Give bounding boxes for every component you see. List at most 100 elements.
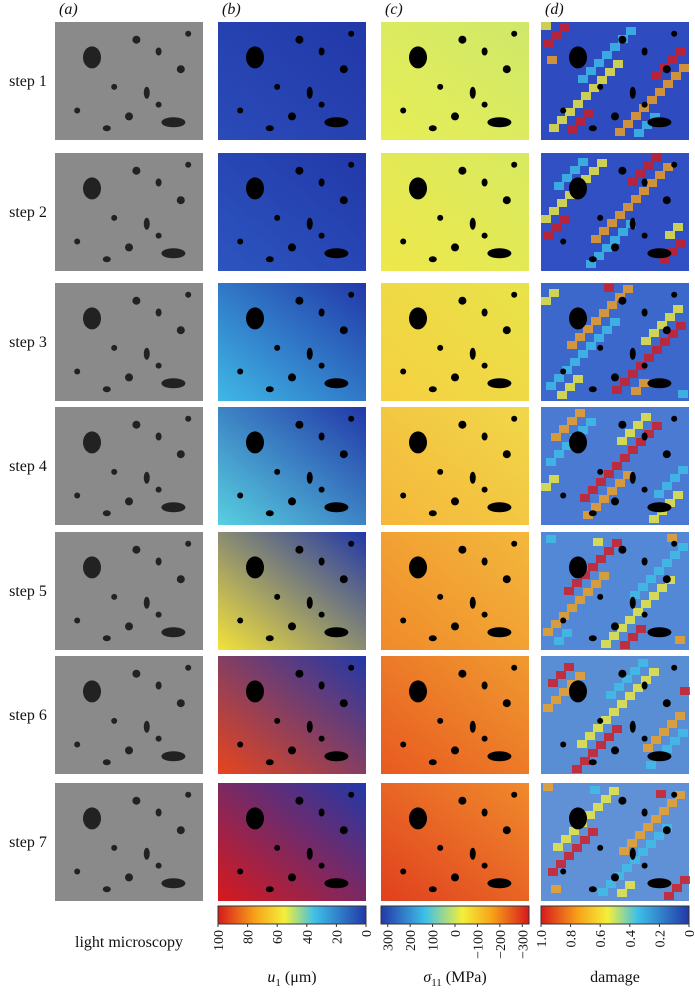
pore <box>481 808 488 817</box>
damage-patch <box>580 571 590 579</box>
damage-patch <box>618 228 628 236</box>
pore <box>288 112 296 121</box>
pore <box>511 664 518 671</box>
pore <box>143 347 150 360</box>
colorbar <box>540 905 690 925</box>
pore <box>502 699 511 708</box>
pore <box>400 368 407 375</box>
damage-patch <box>623 285 633 293</box>
damage-patch <box>652 71 662 79</box>
damage-patch <box>559 425 569 433</box>
damage-patch <box>667 534 677 542</box>
colorbar-tick-label: 20 <box>330 930 345 944</box>
damage-patch <box>559 688 569 696</box>
damage-patch <box>617 624 627 632</box>
pore <box>437 717 444 724</box>
damage-patch <box>607 219 617 227</box>
pore <box>647 502 672 513</box>
damage-patch <box>638 848 648 856</box>
damage-patch <box>654 567 664 575</box>
pore <box>83 177 101 200</box>
damage-patch <box>551 620 561 628</box>
damage-patch <box>589 84 599 92</box>
pore <box>451 622 459 631</box>
pore <box>295 796 304 805</box>
pore <box>629 86 636 99</box>
pore <box>469 347 476 360</box>
pore <box>237 238 244 245</box>
damage-patch <box>652 154 662 162</box>
pore <box>437 593 444 600</box>
pore <box>569 431 587 454</box>
pore <box>155 232 162 239</box>
damage-patch <box>657 321 667 329</box>
pore <box>641 47 648 56</box>
damage-patch <box>596 478 606 486</box>
pore <box>400 617 407 624</box>
damage-patch <box>622 864 632 872</box>
damage-patch <box>599 495 609 503</box>
pore <box>641 362 648 369</box>
pore <box>437 344 444 351</box>
damage-patch <box>570 358 580 366</box>
damage-patch <box>547 56 557 64</box>
pore <box>318 611 325 618</box>
damage-patch <box>599 227 609 235</box>
row-label: step 1 <box>9 73 47 90</box>
damage-patch <box>585 732 595 740</box>
damage-patch <box>586 342 596 350</box>
pore <box>185 30 192 37</box>
damage-patch <box>567 604 577 612</box>
damage-patch <box>631 387 641 395</box>
pore <box>74 368 81 375</box>
damage-patch <box>675 636 685 644</box>
damage-patch <box>567 417 577 425</box>
pore <box>288 497 296 506</box>
damage-patch <box>578 350 588 358</box>
damage-patch <box>633 684 643 692</box>
pore <box>451 373 459 382</box>
damage-patch <box>638 583 648 591</box>
pore <box>324 878 349 889</box>
damage-patch <box>678 543 688 551</box>
pore <box>560 868 567 875</box>
damage-patch <box>612 386 622 394</box>
pore <box>132 296 141 305</box>
pore <box>451 243 459 252</box>
pore <box>155 808 162 817</box>
damage-patch <box>599 572 609 580</box>
damage-patch <box>628 446 638 454</box>
damage-patch <box>631 195 641 203</box>
damage-patch <box>546 535 556 543</box>
pore <box>487 627 512 638</box>
pore <box>597 717 604 724</box>
pore <box>83 46 101 69</box>
pore <box>437 468 444 475</box>
pore <box>409 556 427 579</box>
damage-patch <box>655 88 665 96</box>
damage-patch <box>679 64 689 72</box>
damage-patch <box>557 391 567 399</box>
pore <box>324 117 349 128</box>
damage-patch <box>612 539 622 547</box>
damage-patch <box>564 587 574 595</box>
pore <box>185 415 192 422</box>
pore <box>629 217 636 230</box>
pore <box>339 575 348 584</box>
damage-patch <box>572 765 582 773</box>
pore <box>237 617 244 624</box>
damage-patch <box>557 199 567 207</box>
damage-patch <box>551 696 561 704</box>
pore <box>428 125 437 132</box>
pore <box>318 681 325 690</box>
colorbar-tick-label: −100 <box>471 930 486 959</box>
symbol: σ <box>423 969 432 986</box>
pore <box>560 741 567 748</box>
pore <box>618 796 627 805</box>
pore <box>641 432 648 441</box>
damage-patch <box>583 511 593 519</box>
pore <box>348 291 355 298</box>
pore <box>629 720 636 733</box>
pore <box>487 117 512 128</box>
pore <box>111 83 118 90</box>
